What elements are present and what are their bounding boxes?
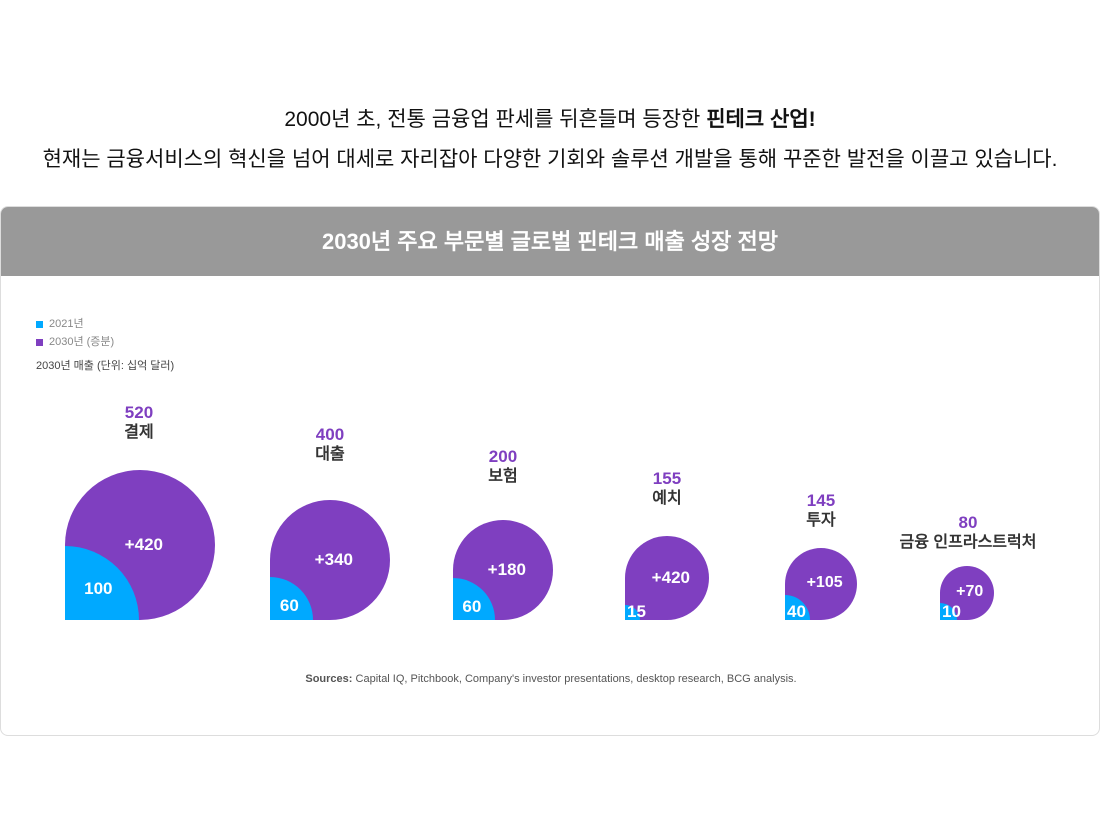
legend: 2021년 2030년 (증분): [36, 315, 114, 351]
intro-text: 2000년 초, 전통 금융업 판세를 뒤흔들며 등장한 핀테크 산업! 현재는…: [0, 100, 1100, 180]
category-label: 400 대출: [315, 425, 344, 465]
base-label: 15: [627, 602, 646, 621]
total-value: 520: [124, 403, 154, 422]
category-label: 200 보험: [488, 447, 517, 487]
category-name: 대출: [315, 446, 345, 463]
total-value: 80: [958, 513, 978, 532]
category-label: 520 결제: [124, 403, 153, 443]
total-value: 400: [315, 425, 345, 444]
increment-label: +180: [487, 560, 526, 579]
category-label: 80 금융 인프라스트럭처: [900, 513, 1037, 553]
base-label: 60: [462, 596, 482, 616]
category-name: 보험: [488, 468, 518, 485]
increment-label: +340: [314, 550, 353, 569]
legend-item-2021: 2021년: [36, 315, 114, 333]
increment-label: +420: [651, 568, 690, 587]
legend-item-2030: 2030년 (증분): [36, 333, 114, 351]
category-name: 예치: [652, 490, 682, 507]
total-value: 200: [488, 447, 518, 466]
base-label: 10: [942, 602, 961, 621]
chart-card: 2030년 주요 부문별 글로벌 핀테크 매출 성장 전망 2021년 2030…: [0, 206, 1100, 736]
base-label: 60: [279, 596, 299, 616]
legend-swatch: [36, 320, 43, 328]
legend-swatch: [36, 338, 43, 346]
intro-line-2: 현재는 금융서비스의 혁신을 넘어 대세로 자리잡아 다양한 기회와 솔루션 개…: [42, 148, 1058, 171]
increment-label: +420: [124, 535, 163, 554]
unit-label: 2030년 매출 (단위: 십억 달러): [36, 360, 175, 372]
total-value: 155: [652, 469, 682, 488]
chart-title: 2030년 주요 부문별 글로벌 핀테크 매출 성장 전망: [1, 207, 1099, 276]
base-label: 100: [84, 579, 113, 599]
increment-label: +70: [956, 583, 984, 600]
sources: Sources: Capital IQ, Pitchbook, Company'…: [305, 673, 797, 685]
category-name: 금융 인프라스트럭처: [899, 534, 1037, 551]
category-label: 155 예치: [652, 469, 681, 509]
bubble-2030-increment: [625, 536, 709, 620]
category-name: 결제: [124, 424, 154, 441]
base-label: 40: [787, 602, 806, 621]
category-label: 145 투자: [806, 491, 835, 531]
intro-line-1: 2000년 초, 전통 금융업 판세를 뒤흔들며 등장한 핀테크 산업!: [284, 108, 816, 131]
total-value: 145: [806, 491, 836, 510]
increment-label: +105: [806, 574, 843, 591]
category-name: 투자: [806, 512, 836, 529]
